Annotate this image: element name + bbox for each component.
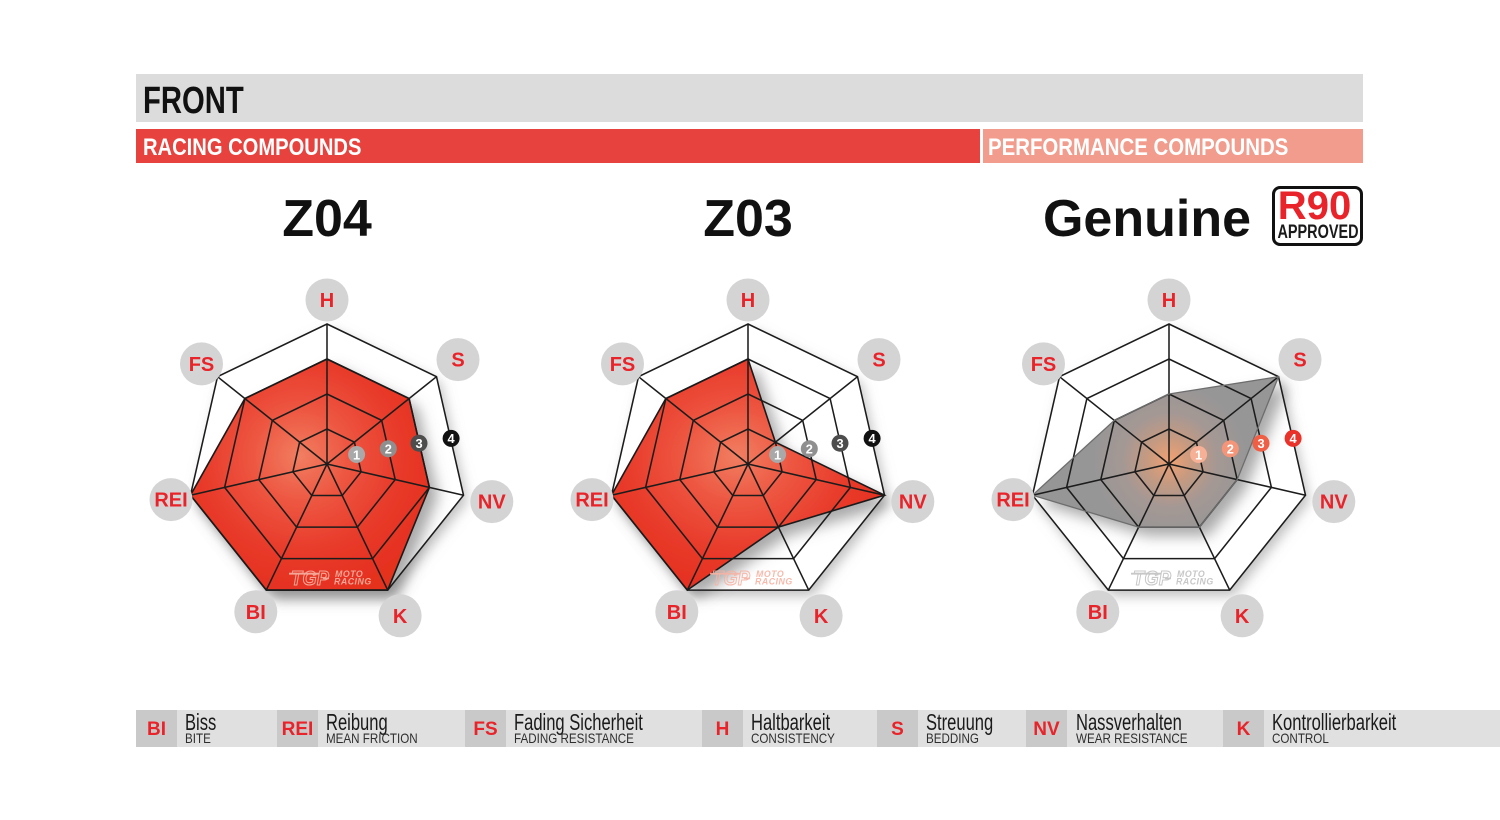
svg-text:REI: REI bbox=[575, 490, 608, 512]
svg-text:1: 1 bbox=[353, 447, 360, 462]
svg-text:S: S bbox=[872, 350, 885, 372]
svg-text:MOTO: MOTO bbox=[335, 569, 363, 579]
svg-text:K: K bbox=[393, 606, 408, 628]
svg-text:4: 4 bbox=[448, 431, 456, 446]
svg-text:3: 3 bbox=[836, 436, 843, 451]
svg-text:4: 4 bbox=[869, 431, 877, 446]
svg-text:2: 2 bbox=[806, 442, 813, 457]
svg-text:4: 4 bbox=[1290, 431, 1298, 446]
svg-text:H: H bbox=[741, 290, 755, 312]
svg-text:H: H bbox=[320, 290, 334, 312]
svg-text:1: 1 bbox=[1195, 447, 1202, 462]
svg-text:BI: BI bbox=[1088, 602, 1108, 624]
svg-text:NV: NV bbox=[478, 492, 506, 514]
svg-text:FS: FS bbox=[189, 354, 215, 376]
svg-text:REI: REI bbox=[996, 490, 1029, 512]
svg-text:S: S bbox=[451, 350, 464, 372]
svg-text:3: 3 bbox=[415, 436, 422, 451]
svg-text:RACING: RACING bbox=[755, 577, 793, 587]
svg-text:BI: BI bbox=[667, 602, 687, 624]
svg-text:H: H bbox=[1162, 290, 1176, 312]
svg-text:MOTO: MOTO bbox=[1177, 569, 1205, 579]
svg-text:NV: NV bbox=[899, 492, 927, 514]
svg-text:MOTO: MOTO bbox=[756, 569, 784, 579]
svg-text:RACING: RACING bbox=[1176, 577, 1214, 587]
svg-text:3: 3 bbox=[1257, 436, 1264, 451]
svg-text:FS: FS bbox=[1031, 354, 1057, 376]
svg-text:K: K bbox=[1235, 606, 1250, 628]
svg-text:BI: BI bbox=[246, 602, 266, 624]
svg-text:2: 2 bbox=[385, 442, 392, 457]
svg-text:NV: NV bbox=[1320, 492, 1348, 514]
svg-text:RACING: RACING bbox=[334, 577, 372, 587]
svg-text:FS: FS bbox=[610, 354, 636, 376]
svg-text:1: 1 bbox=[774, 447, 781, 462]
svg-text:2: 2 bbox=[1227, 442, 1234, 457]
svg-text:K: K bbox=[814, 606, 829, 628]
svg-text:S: S bbox=[1293, 350, 1306, 372]
svg-text:REI: REI bbox=[154, 490, 187, 512]
